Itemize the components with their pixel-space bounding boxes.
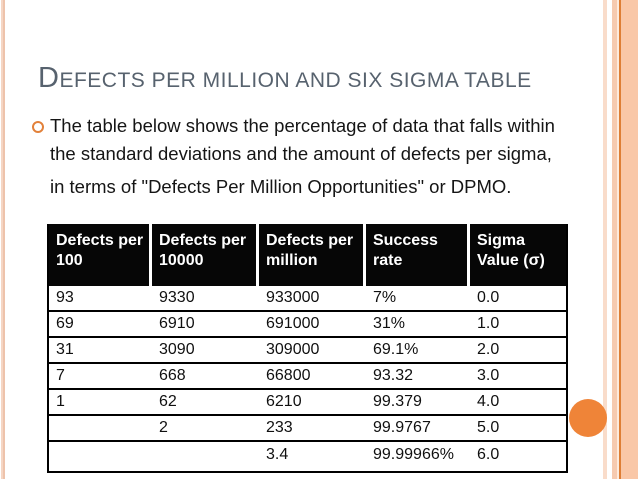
- table-cell: 31: [56, 341, 74, 358]
- table-cell: 99.99966%: [373, 446, 454, 463]
- table-cell: 69: [56, 315, 74, 332]
- table-cell: 69.1%: [373, 341, 419, 358]
- table-header-row: Defects per 100 Defects per 10000 Defect…: [49, 224, 566, 286]
- header-label: Defects per: [159, 232, 247, 249]
- table-cell: 0.0: [477, 289, 500, 306]
- table-cell: 6210: [266, 393, 302, 410]
- table-cell: 31%: [373, 315, 406, 332]
- table-cell: 6.0: [477, 446, 500, 463]
- table-cell: [152, 442, 259, 446]
- header-cell-defects-per-million: Defects per million: [259, 224, 363, 286]
- header-label: Sigma: [477, 232, 526, 249]
- title-rest-text: EFECTS PER MILLION AND SIX SIGMA TABLE: [59, 69, 532, 92]
- table-cell: 3090: [159, 341, 195, 358]
- header-label: 100: [56, 252, 83, 269]
- accent-circle: [569, 399, 607, 437]
- table-row: 2 233 99.9767 5.0: [49, 416, 566, 442]
- title-lead-letter: D: [38, 62, 60, 94]
- table-row: 3.4 99.99966% 6.0: [49, 442, 566, 473]
- right-edge-band: [603, 0, 638, 479]
- table-cell: 99.9767: [373, 419, 431, 436]
- table-cell: 309000: [266, 341, 320, 358]
- table-cell: 691000: [266, 315, 320, 332]
- header-label: Value (σ): [477, 252, 545, 269]
- header-cell-success-rate: Success rate: [366, 224, 467, 286]
- bullet-line-3: in terms of "Defects Per Million Opportu…: [50, 176, 512, 197]
- table-cell: 9330: [159, 289, 195, 306]
- header-cell-defects-per-100: Defects per 100: [49, 224, 149, 286]
- table-cell: 668: [159, 367, 186, 384]
- table-cell: 6910: [159, 315, 195, 332]
- table-cell: 7: [56, 367, 65, 384]
- header-label: million: [266, 252, 318, 269]
- table-cell: 3.0: [477, 367, 500, 384]
- table-row: 31 3090 309000 69.1% 2.0: [49, 338, 566, 364]
- header-label: Defects per: [56, 232, 144, 249]
- sigma-table: Defects per 100 Defects per 10000 Defect…: [47, 224, 568, 473]
- header-label: rate: [373, 252, 403, 269]
- table-cell: 93: [56, 289, 74, 306]
- bullet-list-item: The table below shows the percentage of …: [30, 112, 555, 201]
- table-cell: 4.0: [477, 393, 500, 410]
- table-row: 93 9330 933000 7% 0.0: [49, 286, 566, 312]
- header-label: Success: [373, 232, 438, 249]
- bullet-text: The table below shows the percentage of …: [50, 112, 555, 201]
- bullet-line-1: The table below shows the percentage of …: [50, 115, 555, 136]
- table-row: 7 668 66800 93.32 3.0: [49, 364, 566, 390]
- table-cell: 3.4: [266, 446, 289, 463]
- table-cell: 93.32: [373, 367, 414, 384]
- header-label: Defects per: [266, 232, 354, 249]
- page-title: DEFECTS PER MILLION AND SIX SIGMA TABLE: [38, 58, 532, 95]
- table-cell: [49, 442, 152, 446]
- table-cell: 1.0: [477, 315, 500, 332]
- left-edge-stripe-outer: [1, 0, 3, 479]
- table-cell: 933000: [266, 289, 320, 306]
- bullet-line-2: the standard deviations and the amount o…: [50, 143, 552, 164]
- header-label: 10000: [159, 252, 204, 269]
- table-cell: 62: [159, 393, 177, 410]
- bullet-circle-icon: [32, 121, 44, 133]
- table-cell: 5.0: [477, 419, 500, 436]
- table-cell: 66800: [266, 367, 311, 384]
- table-cell: 7%: [373, 289, 397, 306]
- table-cell: 2: [159, 419, 168, 436]
- header-cell-defects-per-10000: Defects per 10000: [152, 224, 256, 286]
- table-cell: 2.0: [477, 341, 500, 358]
- table-cell: 233: [266, 419, 293, 436]
- table-row: 1 62 6210 99.379 4.0: [49, 390, 566, 416]
- table-cell: 99.379: [373, 393, 422, 410]
- header-cell-sigma-value: Sigma Value (σ): [470, 224, 566, 286]
- left-edge-stripe-inner: [3, 0, 5, 479]
- table-cell: 1: [56, 393, 65, 410]
- table-row: 69 6910 691000 31% 1.0: [49, 312, 566, 338]
